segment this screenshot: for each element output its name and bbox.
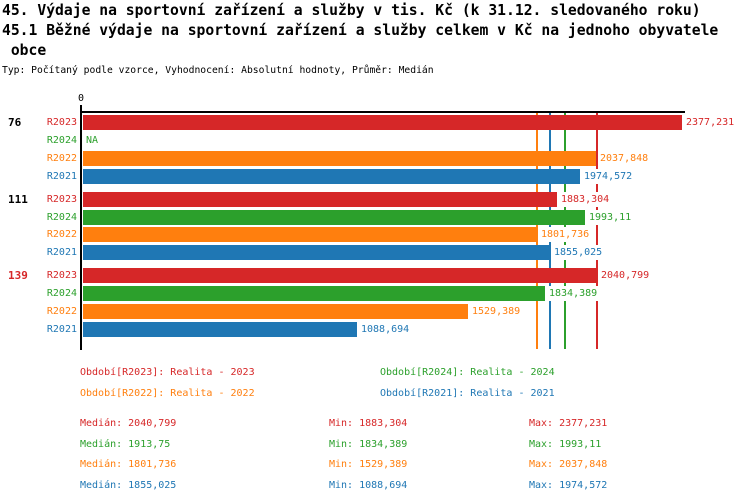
statistics-block: Medián: 2040,799 Min: 1883,304 Max: 2377…	[0, 417, 750, 498]
median-value: Medián: 1913,75	[80, 438, 171, 450]
x-axis-line	[80, 111, 685, 113]
legend-item-r2022: Období[R2022]: Realita - 2022	[80, 387, 255, 399]
min-value: Min: 1529,389	[329, 459, 408, 470]
legend-item-r2021: Období[R2021]: Realita - 2021	[380, 387, 555, 399]
max-value: Max: 2377,231	[529, 418, 608, 429]
bar-r2021	[83, 245, 550, 260]
bar-value-label: 2040,799	[600, 268, 651, 283]
legend-item-r2024: Období[R2024]: Realita - 2024	[380, 367, 555, 378]
series-label-r2023: R2023	[46, 194, 77, 205]
min-value: Min: 1883,304	[329, 418, 408, 429]
chart-meta-line: Typ: Počítaný podle vzorce, Vyhodnocení:…	[2, 65, 434, 76]
bar-r2023	[83, 268, 597, 283]
bar-value-label: 1883,304	[560, 192, 611, 207]
median-line-r2022	[536, 111, 538, 349]
bar-value-label: 1974,572	[583, 169, 634, 184]
series-label-r2023: R2023	[46, 117, 77, 128]
bar-r2022	[83, 227, 537, 242]
min-value: Min: 1088,694	[329, 479, 408, 491]
stats-row-r2023: Medián: 2040,799 Min: 1883,304 Max: 2377…	[0, 417, 750, 438]
bar-value-label: 1088,694	[360, 322, 411, 337]
min-value: Min: 1834,389	[329, 438, 408, 450]
bar-value-label: 2377,231	[685, 115, 736, 130]
x-axis-tick-zero-label: 0	[77, 93, 85, 104]
bar-value-label: 1801,736	[540, 227, 591, 242]
median-value: Medián: 2040,799	[80, 418, 177, 429]
bar-r2024	[83, 286, 545, 301]
bar-value-label: 1993,11	[588, 210, 633, 225]
bar-value-label: 1834,389	[548, 286, 599, 301]
series-label-r2022: R2022	[46, 153, 77, 164]
bar-value-label: 1529,389	[471, 304, 522, 319]
page-title-line-1: 45. Výdaje na sportovní zařízení a služb…	[2, 2, 701, 19]
stats-row-r2024: Medián: 1913,75 Min: 1834,389 Max: 1993,…	[0, 438, 750, 459]
median-line-r2023	[596, 111, 598, 349]
stats-row-r2022: Medián: 1801,736 Min: 1529,389 Max: 2037…	[0, 458, 750, 479]
y-axis-line	[80, 105, 82, 350]
group-label: 76	[8, 116, 22, 129]
page-title-line-3: obce	[2, 42, 47, 59]
bar-value-label: NA	[85, 133, 100, 148]
plot-area: 0 76 R2023 2377,231 R2024 NA R2022 2037,848 R20…	[8, 93, 736, 350]
series-label-r2022: R2022	[46, 306, 77, 317]
series-label-r2024: R2024	[46, 212, 77, 223]
series-label-r2021: R2021	[46, 324, 77, 335]
series-label-r2022: R2022	[46, 229, 77, 240]
bar-r2021	[83, 169, 580, 184]
group-label: 139	[8, 269, 28, 282]
page-title-line-2: 45.1 Běžné výdaje na sportovní zařízení …	[2, 22, 719, 39]
bar-r2023	[83, 192, 557, 207]
series-label-r2024: R2024	[46, 135, 77, 146]
bar-r2022	[83, 304, 468, 319]
series-label-r2021: R2021	[46, 171, 77, 182]
median-value: Medián: 1855,025	[80, 479, 177, 491]
max-value: Max: 1993,11	[529, 438, 602, 450]
max-value: Max: 1974,572	[529, 479, 608, 491]
bar-value-label: 2037,848	[599, 151, 650, 166]
legend-item-r2023: Období[R2023]: Realita - 2023	[80, 367, 255, 378]
bar-r2023	[83, 115, 682, 130]
series-label-r2021: R2021	[46, 247, 77, 258]
group-label: 111	[8, 193, 28, 206]
bar-value-label: 1855,025	[553, 245, 604, 260]
series-label-r2024: R2024	[46, 288, 77, 299]
bar-r2024	[83, 210, 585, 225]
stats-row-r2021: Medián: 1855,025 Min: 1088,694 Max: 1974…	[0, 479, 750, 498]
bar-r2022	[83, 151, 596, 166]
max-value: Max: 2037,848	[529, 459, 608, 470]
median-value: Medián: 1801,736	[80, 459, 177, 470]
series-label-r2023: R2023	[46, 270, 77, 281]
bar-r2021	[83, 322, 357, 337]
